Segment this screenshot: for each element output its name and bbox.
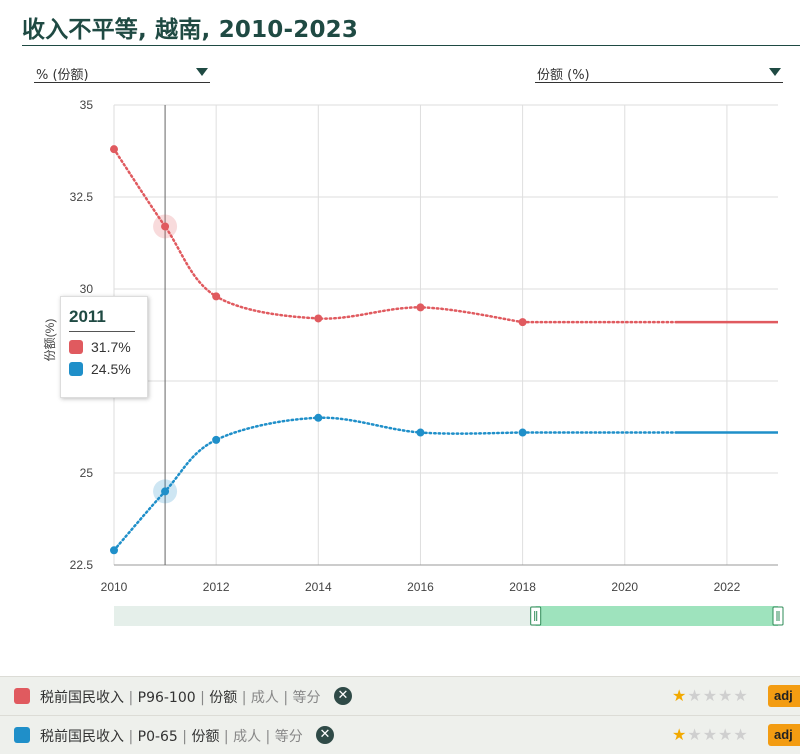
page-title: 收入不平等, 越南, 2010-2023 <box>22 17 359 43</box>
y-tick-label: 22.5 <box>70 558 94 572</box>
tooltip-value: 24.5% <box>91 361 131 377</box>
remove-series-icon[interactable]: ✕ <box>334 687 352 705</box>
navigator-handle[interactable] <box>530 606 542 626</box>
dropdown-arrow-icon <box>769 68 781 76</box>
legend-item[interactable]: 税前国民收入 | P96-100 | 份额 | 成人 | 等分 ✕ ★★★★★ … <box>0 676 800 715</box>
star-icon: ★ <box>672 686 688 705</box>
x-tick-label: 2016 <box>407 580 434 594</box>
tooltip-row: 31.7% <box>69 339 131 357</box>
unit-dropdown-label: % (份额) <box>36 68 89 83</box>
legend-swatch <box>14 688 30 704</box>
range-navigator[interactable] <box>114 606 784 626</box>
rating-stars: ★★★★★ <box>672 725 749 744</box>
indicator-dropdown[interactable]: 份额 (%) <box>535 60 783 83</box>
y-axis-label-text: 份额(%) <box>43 319 57 362</box>
tooltip: 2011 31.7% 24.5% <box>60 296 148 398</box>
x-tick-label: 2022 <box>714 580 741 594</box>
x-tick-label: 2020 <box>611 580 638 594</box>
tooltip-row: 24.5% <box>69 361 131 379</box>
data-point <box>416 303 425 312</box>
legend-part: 份额 <box>209 690 238 706</box>
star-icon: ★ <box>702 686 719 705</box>
chart-grid <box>113 104 778 566</box>
y-tick-label: 32.5 <box>70 190 94 204</box>
star-icon: ★ <box>672 725 688 744</box>
series-line <box>112 147 524 324</box>
x-tick-label: 2012 <box>203 580 230 594</box>
line-chart[interactable]: 22.52527.53032.5352010201220142016201820… <box>0 0 800 640</box>
legend-part: 份额 <box>191 729 220 745</box>
tooltip-divider <box>69 331 135 332</box>
navigator-selection <box>535 606 778 626</box>
legend-part: P0-65 <box>137 729 178 745</box>
star-icon: ★ <box>702 725 719 744</box>
data-point <box>518 428 527 437</box>
x-tick-label: 2014 <box>305 580 332 594</box>
data-point <box>161 222 170 231</box>
legend-part: 税前国民收入 <box>40 729 124 745</box>
star-icon: ★ <box>718 686 734 705</box>
star-icon: ★ <box>687 686 703 705</box>
data-point <box>314 413 323 422</box>
legend-part: 成人 <box>250 690 279 706</box>
axis-ticks: 22.52527.53032.5352010201220142016201820… <box>70 98 741 594</box>
legend-part: P96-100 <box>137 690 196 706</box>
y-tick-label: 25 <box>80 466 94 480</box>
tooltip-swatch <box>69 340 83 354</box>
star-icon: ★ <box>718 725 734 744</box>
y-axis-label: 份额(%) <box>43 319 57 362</box>
data-point <box>518 318 527 327</box>
star-icon: ★ <box>733 725 749 744</box>
legend-swatch <box>14 727 30 743</box>
legend-part: 等分 <box>292 690 321 706</box>
star-icon: ★ <box>687 725 703 744</box>
data-point <box>314 314 323 323</box>
data-point <box>212 292 221 301</box>
legend-part: 税前国民收入 <box>40 690 124 706</box>
data-point <box>161 487 170 496</box>
data-point <box>212 435 221 444</box>
star-icon: ★ <box>733 686 749 705</box>
chart-series <box>110 145 778 555</box>
legend-label: 税前国民收入 | P0-65 | 份额 | 成人 | 等分 <box>40 729 303 745</box>
legend-item[interactable]: 税前国民收入 | P0-65 | 份额 | 成人 | 等分 ✕ ★★★★★ ad… <box>0 715 800 754</box>
data-point <box>416 428 425 437</box>
unit-dropdown[interactable]: % (份额) <box>34 60 210 83</box>
legend-label: 税前国民收入 | P96-100 | 份额 | 成人 | 等分 <box>40 690 321 706</box>
legend-part: 等分 <box>274 729 303 745</box>
tooltip-year: 2011 <box>69 307 106 326</box>
rating-stars: ★★★★★ <box>672 686 749 705</box>
legend-part: 成人 <box>233 729 262 745</box>
dropdown-arrow-icon <box>196 68 208 76</box>
adjust-button[interactable]: adj <box>768 685 800 707</box>
y-tick-label: 30 <box>80 282 94 296</box>
adjust-button[interactable]: adj <box>768 724 800 746</box>
indicator-dropdown-label: 份额 (%) <box>537 68 590 83</box>
title-divider <box>22 45 800 46</box>
tooltip-swatch <box>69 362 83 376</box>
x-tick-label: 2018 <box>509 580 536 594</box>
tooltip-value: 31.7% <box>91 339 131 355</box>
y-tick-label: 35 <box>80 98 94 112</box>
remove-series-icon[interactable]: ✕ <box>316 726 334 744</box>
navigator-handle[interactable] <box>772 606 784 626</box>
data-point <box>110 546 118 555</box>
data-point <box>110 145 118 154</box>
x-tick-label: 2010 <box>101 580 128 594</box>
